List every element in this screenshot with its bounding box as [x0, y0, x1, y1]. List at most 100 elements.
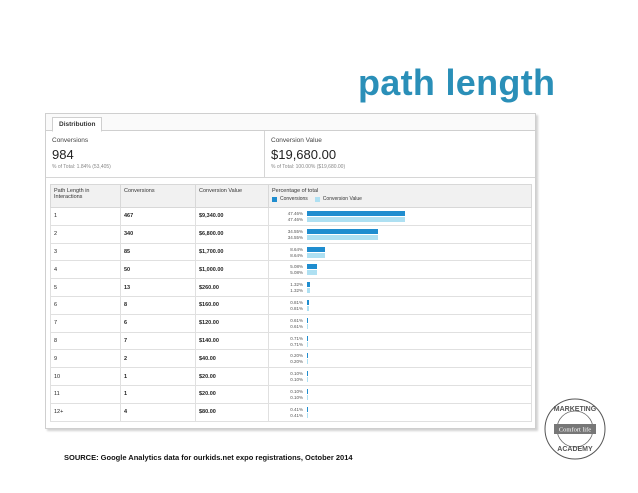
conversions-swatch-icon — [272, 196, 277, 202]
distribution-panel: Distribution Conversions 984 % of Total:… — [45, 113, 536, 429]
conversions-bar — [307, 299, 309, 305]
cell-path-length: 10 — [50, 367, 121, 386]
cell-path-length: 9 — [50, 349, 121, 369]
summary-section: Conversions 984 % of Total: 1.84% (53,40… — [46, 131, 535, 178]
cell-conversions: 2 — [120, 349, 196, 369]
tab-distribution[interactable]: Distribution — [52, 117, 103, 132]
cell-conversions: 4 — [120, 402, 196, 422]
header-path-length[interactable]: Path Length in Interactions — [50, 184, 121, 208]
percentage-conversions: 0.20% — [290, 353, 303, 359]
percentage-values: 1.32% 1.32% — [281, 282, 303, 294]
cell-conversions: 1 — [120, 367, 196, 386]
cell-conversions: 8 — [120, 295, 196, 315]
cell-conversion-value: $80.00 — [195, 402, 269, 422]
conversions-summary-value: 984 — [52, 147, 74, 162]
cell-percentage: 0.10% 0.10% — [268, 384, 532, 404]
percentage-conversions: 1.32% — [290, 282, 303, 288]
percentage-conversions: 0.81% — [290, 299, 303, 305]
conversions-bar — [307, 406, 308, 412]
cell-percentage: 47.46% 47.46% — [268, 207, 532, 226]
percentage-bars — [307, 264, 318, 276]
percentage-bars — [307, 211, 405, 222]
conversions-summary-label: Conversions — [52, 137, 89, 144]
percentage-values: 5.08% 5.08% — [281, 264, 303, 276]
percentage-values: 47.46% 47.46% — [281, 211, 303, 223]
percentage-conversion-value: 0.81% — [290, 305, 303, 311]
cell-conversions: 50 — [120, 260, 196, 280]
cell-percentage: 0.10% 0.10% — [268, 367, 532, 386]
cell-conversion-value: $1,000.00 — [195, 260, 269, 280]
tab-bar: Distribution — [46, 114, 535, 132]
conversions-bar — [307, 371, 308, 377]
conversion-value-summary-sub: % of Total: 100.00% ($19,680.00) — [271, 164, 346, 170]
conversion-value-bar — [307, 394, 308, 400]
percentage-conversion-value: 0.61% — [290, 323, 303, 329]
logo-text-middle: Comfort life — [559, 427, 591, 434]
conversions-bar — [307, 317, 309, 323]
conversions-summary-sub: % of Total: 1.84% (53,405) — [52, 164, 111, 170]
percentage-values: 0.71% 0.71% — [281, 336, 303, 348]
cell-conversions: 13 — [120, 278, 196, 297]
percentage-bars — [307, 246, 325, 258]
header-conversion-value[interactable]: Conversion Value — [195, 184, 269, 208]
percentage-conversions: 0.41% — [290, 406, 303, 412]
cell-conversion-value: $9,340.00 — [195, 207, 269, 226]
percentage-conversion-value: 5.08% — [290, 270, 303, 276]
percentage-bars — [307, 228, 379, 240]
table-row: 6 8 $160.00 0.81% 0.81% — [50, 295, 532, 315]
header-percentage-label: Percentage of total — [272, 188, 319, 194]
table-row: 3 85 $1,700.00 8.64% 8.64% — [50, 242, 532, 262]
cell-percentage: 1.32% 1.32% — [268, 278, 532, 297]
header-conversions[interactable]: Conversions — [120, 184, 196, 208]
percentage-conversions: 0.71% — [290, 335, 303, 341]
conversion-value-bar — [307, 217, 405, 222]
cell-conversions: 340 — [120, 224, 196, 244]
cell-path-length: 8 — [50, 331, 121, 351]
conversions-bar — [307, 228, 379, 234]
conversions-bar — [307, 335, 309, 341]
cell-conversion-value: $260.00 — [195, 278, 269, 297]
cell-conversions: 7 — [120, 331, 196, 351]
source-note: SOURCE: Google Analytics data for ourkid… — [64, 453, 353, 462]
percentage-values: 0.41% 0.41% — [281, 407, 303, 419]
conversions-bar — [307, 264, 318, 270]
percentage-bars — [307, 299, 309, 311]
conversions-bar — [307, 388, 308, 394]
conversions-bar — [307, 246, 325, 252]
percentage-values: 0.20% 0.20% — [281, 353, 303, 365]
cell-conversion-value: $6,800.00 — [195, 224, 269, 244]
legend-conversion-value: Conversion Value — [322, 196, 362, 202]
percentage-conversions: 34.55% — [287, 228, 303, 234]
cell-conversion-value: $160.00 — [195, 295, 269, 315]
percentage-conversion-value: 47.46% — [287, 217, 303, 222]
percentage-values: 0.61% 0.61% — [281, 318, 303, 330]
cell-conversions: 1 — [120, 384, 196, 404]
cell-path-length: 11 — [50, 384, 121, 404]
table-row: 7 6 $120.00 0.61% 0.61% — [50, 313, 532, 333]
table-body: 1 467 $9,340.00 47.46% 47.46% 2 340 $6,800.00 34… — [50, 207, 532, 422]
cell-conversion-value: $40.00 — [195, 349, 269, 369]
percentage-conversions: 0.61% — [290, 317, 303, 323]
percentage-conversion-value: 0.41% — [290, 412, 303, 418]
table-row: 2 340 $6,800.00 34.55% 34.55% — [50, 224, 532, 244]
cell-path-length: 5 — [50, 278, 121, 297]
percentage-bars — [307, 353, 308, 365]
conversion-value-bar — [307, 234, 379, 240]
slide-title: path length — [358, 62, 556, 103]
table-row: 8 7 $140.00 0.71% 0.71% — [50, 331, 532, 351]
cell-percentage: 0.81% 0.81% — [268, 295, 532, 315]
percentage-conversions: 47.46% — [287, 211, 303, 216]
percentage-conversion-value: 0.71% — [290, 341, 303, 347]
header-percentage: Percentage of total Conversions Conversi… — [268, 184, 532, 208]
percentage-values: 8.64% 8.64% — [281, 247, 303, 259]
conversion-value-bar — [307, 252, 325, 258]
cell-conversion-value: $120.00 — [195, 313, 269, 333]
percentage-bars — [307, 388, 308, 400]
cell-path-length: 4 — [50, 260, 121, 280]
conversion-value-summary: Conversion Value $19,680.00 % of Total: … — [271, 137, 345, 170]
conversion-value-bar — [307, 359, 308, 365]
conversion-value-summary-value: $19,680.00 — [271, 147, 337, 162]
cell-percentage: 8.64% 8.64% — [268, 242, 532, 262]
table-row: 1 467 $9,340.00 47.46% 47.46% — [50, 207, 532, 226]
logo-text-top: MARKETING — [554, 406, 597, 413]
